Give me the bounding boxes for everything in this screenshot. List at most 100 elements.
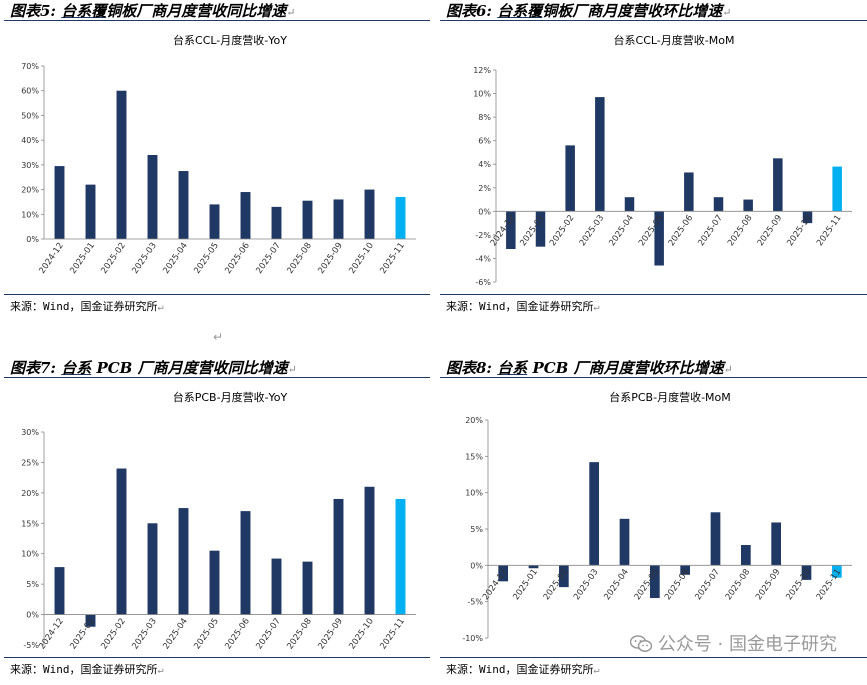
bar-2025-11 xyxy=(832,166,842,212)
bar-2025-09 xyxy=(333,498,344,615)
bar-2025-04 xyxy=(178,171,189,239)
bar-2025-09 xyxy=(771,522,782,566)
bar-2025-07 xyxy=(271,206,282,239)
y-tick-label: 5% xyxy=(26,580,39,589)
bar-2025-03 xyxy=(147,523,158,615)
heading-label: 图表7: xyxy=(10,359,56,377)
y-tick-label: 4% xyxy=(478,160,491,169)
y-tick-label: 15% xyxy=(465,452,483,461)
return-mark: ↵ xyxy=(157,665,164,676)
heading-rest: PCB 厂商月度营收环比增速 xyxy=(527,359,724,377)
x-tick-label: 2025-07 xyxy=(693,567,722,602)
bar-2025-05 xyxy=(209,550,220,615)
bar-2025-10 xyxy=(801,565,812,580)
heading-label: 图表6: xyxy=(446,2,492,20)
return-mark: ↵ xyxy=(157,302,164,313)
bar-2025-06 xyxy=(680,565,691,575)
y-tick-label: 15% xyxy=(21,519,39,528)
chart-title: 台系PCB-月度营收-YoY xyxy=(173,390,288,404)
wechat-icon xyxy=(629,635,652,652)
panel-heading: 图表7: 台系 PCB 厂商月度营收同比增速↵ xyxy=(4,357,430,378)
watermark-text: 公众号 · 国金电子研究 xyxy=(657,634,837,655)
bar-2025-10 xyxy=(802,211,813,224)
bar-2025-08 xyxy=(740,544,751,566)
source-note: 来源：Wind，国金证券研究所↵ xyxy=(440,657,867,676)
panel-heading: 图表5: 台系覆铜板厂商月度营收同比增速↵ xyxy=(4,0,430,21)
y-tick-label: 5% xyxy=(470,525,483,534)
y-tick-label: -6% xyxy=(475,278,491,287)
bar-chart: 台系PCB-月度营收-YoY -5% 0% 5% 10% 15% 20% 25% 30% 2024… xyxy=(21,390,416,651)
x-tick-label: 2025-05 xyxy=(192,241,221,276)
y-tick-label: 10% xyxy=(21,550,39,559)
y-tick-label: 6% xyxy=(478,137,491,146)
y-tick-label: 12% xyxy=(473,66,491,75)
x-tick-label: 2025-03 xyxy=(130,241,159,276)
bar-2025-04 xyxy=(619,518,630,566)
heading-rest: 铜板厂商月度营收同比增速 xyxy=(106,2,287,20)
source-text: 来源：Wind，国金证券研究所 xyxy=(446,663,594,676)
y-tick-label: -10% xyxy=(462,634,483,643)
heading-underlined: 台系 xyxy=(497,359,528,377)
return-mark: ↵ xyxy=(593,665,600,676)
y-tick-label: 40% xyxy=(21,136,39,145)
bar-2024-12 xyxy=(506,211,516,250)
return-mark: ↵ xyxy=(723,363,733,376)
y-tick-label: 20% xyxy=(21,489,39,498)
x-tick-label: 2025-01 xyxy=(68,617,97,651)
bar-2025-01 xyxy=(528,565,539,569)
bar-2025-03 xyxy=(595,97,605,212)
y-tick-label: 25% xyxy=(21,458,39,467)
x-tick-label: 2025-03 xyxy=(130,617,159,651)
x-tick-label: 2025-07 xyxy=(254,241,283,276)
heading-rest: 铜板厂商月度营收环比增速 xyxy=(542,2,723,20)
y-tick-label: 30% xyxy=(21,161,39,170)
bar-2024-12 xyxy=(498,565,509,582)
bar-2025-09 xyxy=(333,199,344,239)
x-tick-label: 2025-06 xyxy=(223,617,252,651)
x-tick-label: 2025-07 xyxy=(696,213,725,248)
x-tick-label: 2025-11 xyxy=(815,213,844,248)
bar-2025-01 xyxy=(85,184,96,239)
source-note: 来源：Wind，国金证券研究所↵ xyxy=(440,294,867,313)
source-text: 来源：Wind，国金证券研究所 xyxy=(446,300,594,313)
heading-rest: PCB 厂商月度营收同比增速 xyxy=(91,359,288,377)
x-tick-label: 2025-04 xyxy=(161,241,190,276)
x-tick-label: 2024-12 xyxy=(37,617,66,651)
bar-2025-04 xyxy=(178,508,189,615)
chart-panel-7: 图表7: 台系 PCB 厂商月度营收同比增速↵ 台系PCB-月度营收-YoY -5… xyxy=(4,357,430,685)
heading-underlined: 台系覆 xyxy=(497,2,543,20)
bar-2025-11 xyxy=(831,565,842,578)
bar-2025-08 xyxy=(302,561,313,615)
x-tick-label: 2025-08 xyxy=(726,213,755,248)
x-tick-label: 2025-09 xyxy=(316,241,345,276)
bar-2025-08 xyxy=(743,199,753,212)
x-tick-label: 2025-11 xyxy=(378,241,407,276)
y-tick-label: 10% xyxy=(21,210,39,219)
return-mark: ↵ xyxy=(593,302,600,313)
y-tick-label: 0% xyxy=(470,561,483,570)
bar-2025-02 xyxy=(116,468,127,615)
x-tick-label: 2025-03 xyxy=(572,567,601,602)
source-text: 来源：Wind，国金证券研究所 xyxy=(10,300,158,313)
bar-2025-01 xyxy=(535,211,546,247)
bar-2025-02 xyxy=(558,565,569,588)
x-tick-label: 2025-01 xyxy=(68,241,97,276)
x-tick-label: 2025-04 xyxy=(602,567,631,602)
return-mark: ↵ xyxy=(722,6,732,19)
x-tick-label: 2025-01 xyxy=(511,567,540,602)
chart-title: 台系CCL-月度营收-YoY xyxy=(173,33,287,47)
bar-2025-06 xyxy=(240,511,251,615)
bar-2025-02 xyxy=(565,145,575,212)
bar-2025-03 xyxy=(147,154,158,239)
y-tick-label: -4% xyxy=(475,254,491,263)
chart-title: 台系CCL-月度营收-MoM xyxy=(614,33,735,47)
x-tick-label: 2025-09 xyxy=(756,213,785,248)
x-tick-label: 2025-05 xyxy=(192,617,221,651)
x-tick-label: 2025-11 xyxy=(815,567,844,602)
x-tick-label: 2025-08 xyxy=(285,617,314,651)
x-tick-label: 2025-10 xyxy=(347,617,376,651)
bar-chart: 台系CCL-月度营收-YoY 0% 10% 20% 30% 40% 50% 60% 70% 202… xyxy=(21,33,416,276)
x-tick-label: 2025-06 xyxy=(223,241,252,276)
bar-2025-03 xyxy=(589,462,600,566)
y-tick-label: 70% xyxy=(21,62,39,71)
